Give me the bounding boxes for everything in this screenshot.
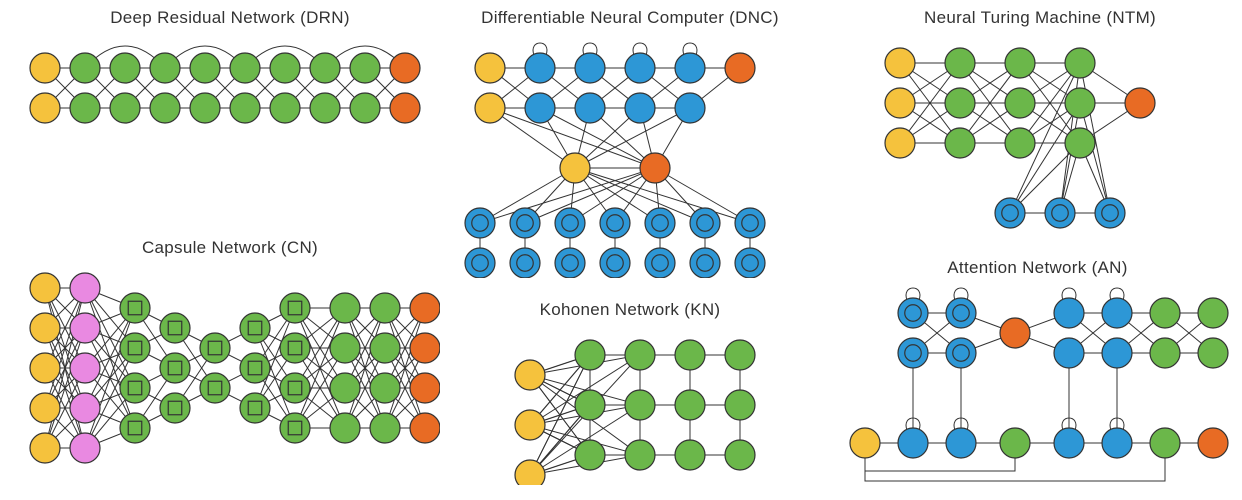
diagram-ntm: Neural Turing Machine (NTM) [870, 8, 1210, 233]
diagram-dnc: Differentiable Neural Computer (DNC) [450, 8, 810, 278]
svg-dnc [450, 28, 810, 278]
diagram-an: Attention Network (AN) [840, 258, 1235, 483]
diagram-kn: Kohonen Network (KN) [500, 300, 760, 485]
title-cn: Capsule Network (CN) [20, 238, 440, 258]
svg-kn [500, 320, 760, 485]
title-dnc: Differentiable Neural Computer (DNC) [450, 8, 810, 28]
diagram-cn: Capsule Network (CN) [20, 238, 440, 478]
diagram-drn: Deep Residual Network (DRN) [20, 8, 440, 158]
svg-cn [20, 258, 440, 478]
svg-an [840, 278, 1235, 483]
title-an: Attention Network (AN) [840, 258, 1235, 278]
svg-drn [20, 28, 440, 158]
svg-ntm [870, 28, 1210, 233]
title-kn: Kohonen Network (KN) [500, 300, 760, 320]
title-drn: Deep Residual Network (DRN) [20, 8, 440, 28]
title-ntm: Neural Turing Machine (NTM) [870, 8, 1210, 28]
